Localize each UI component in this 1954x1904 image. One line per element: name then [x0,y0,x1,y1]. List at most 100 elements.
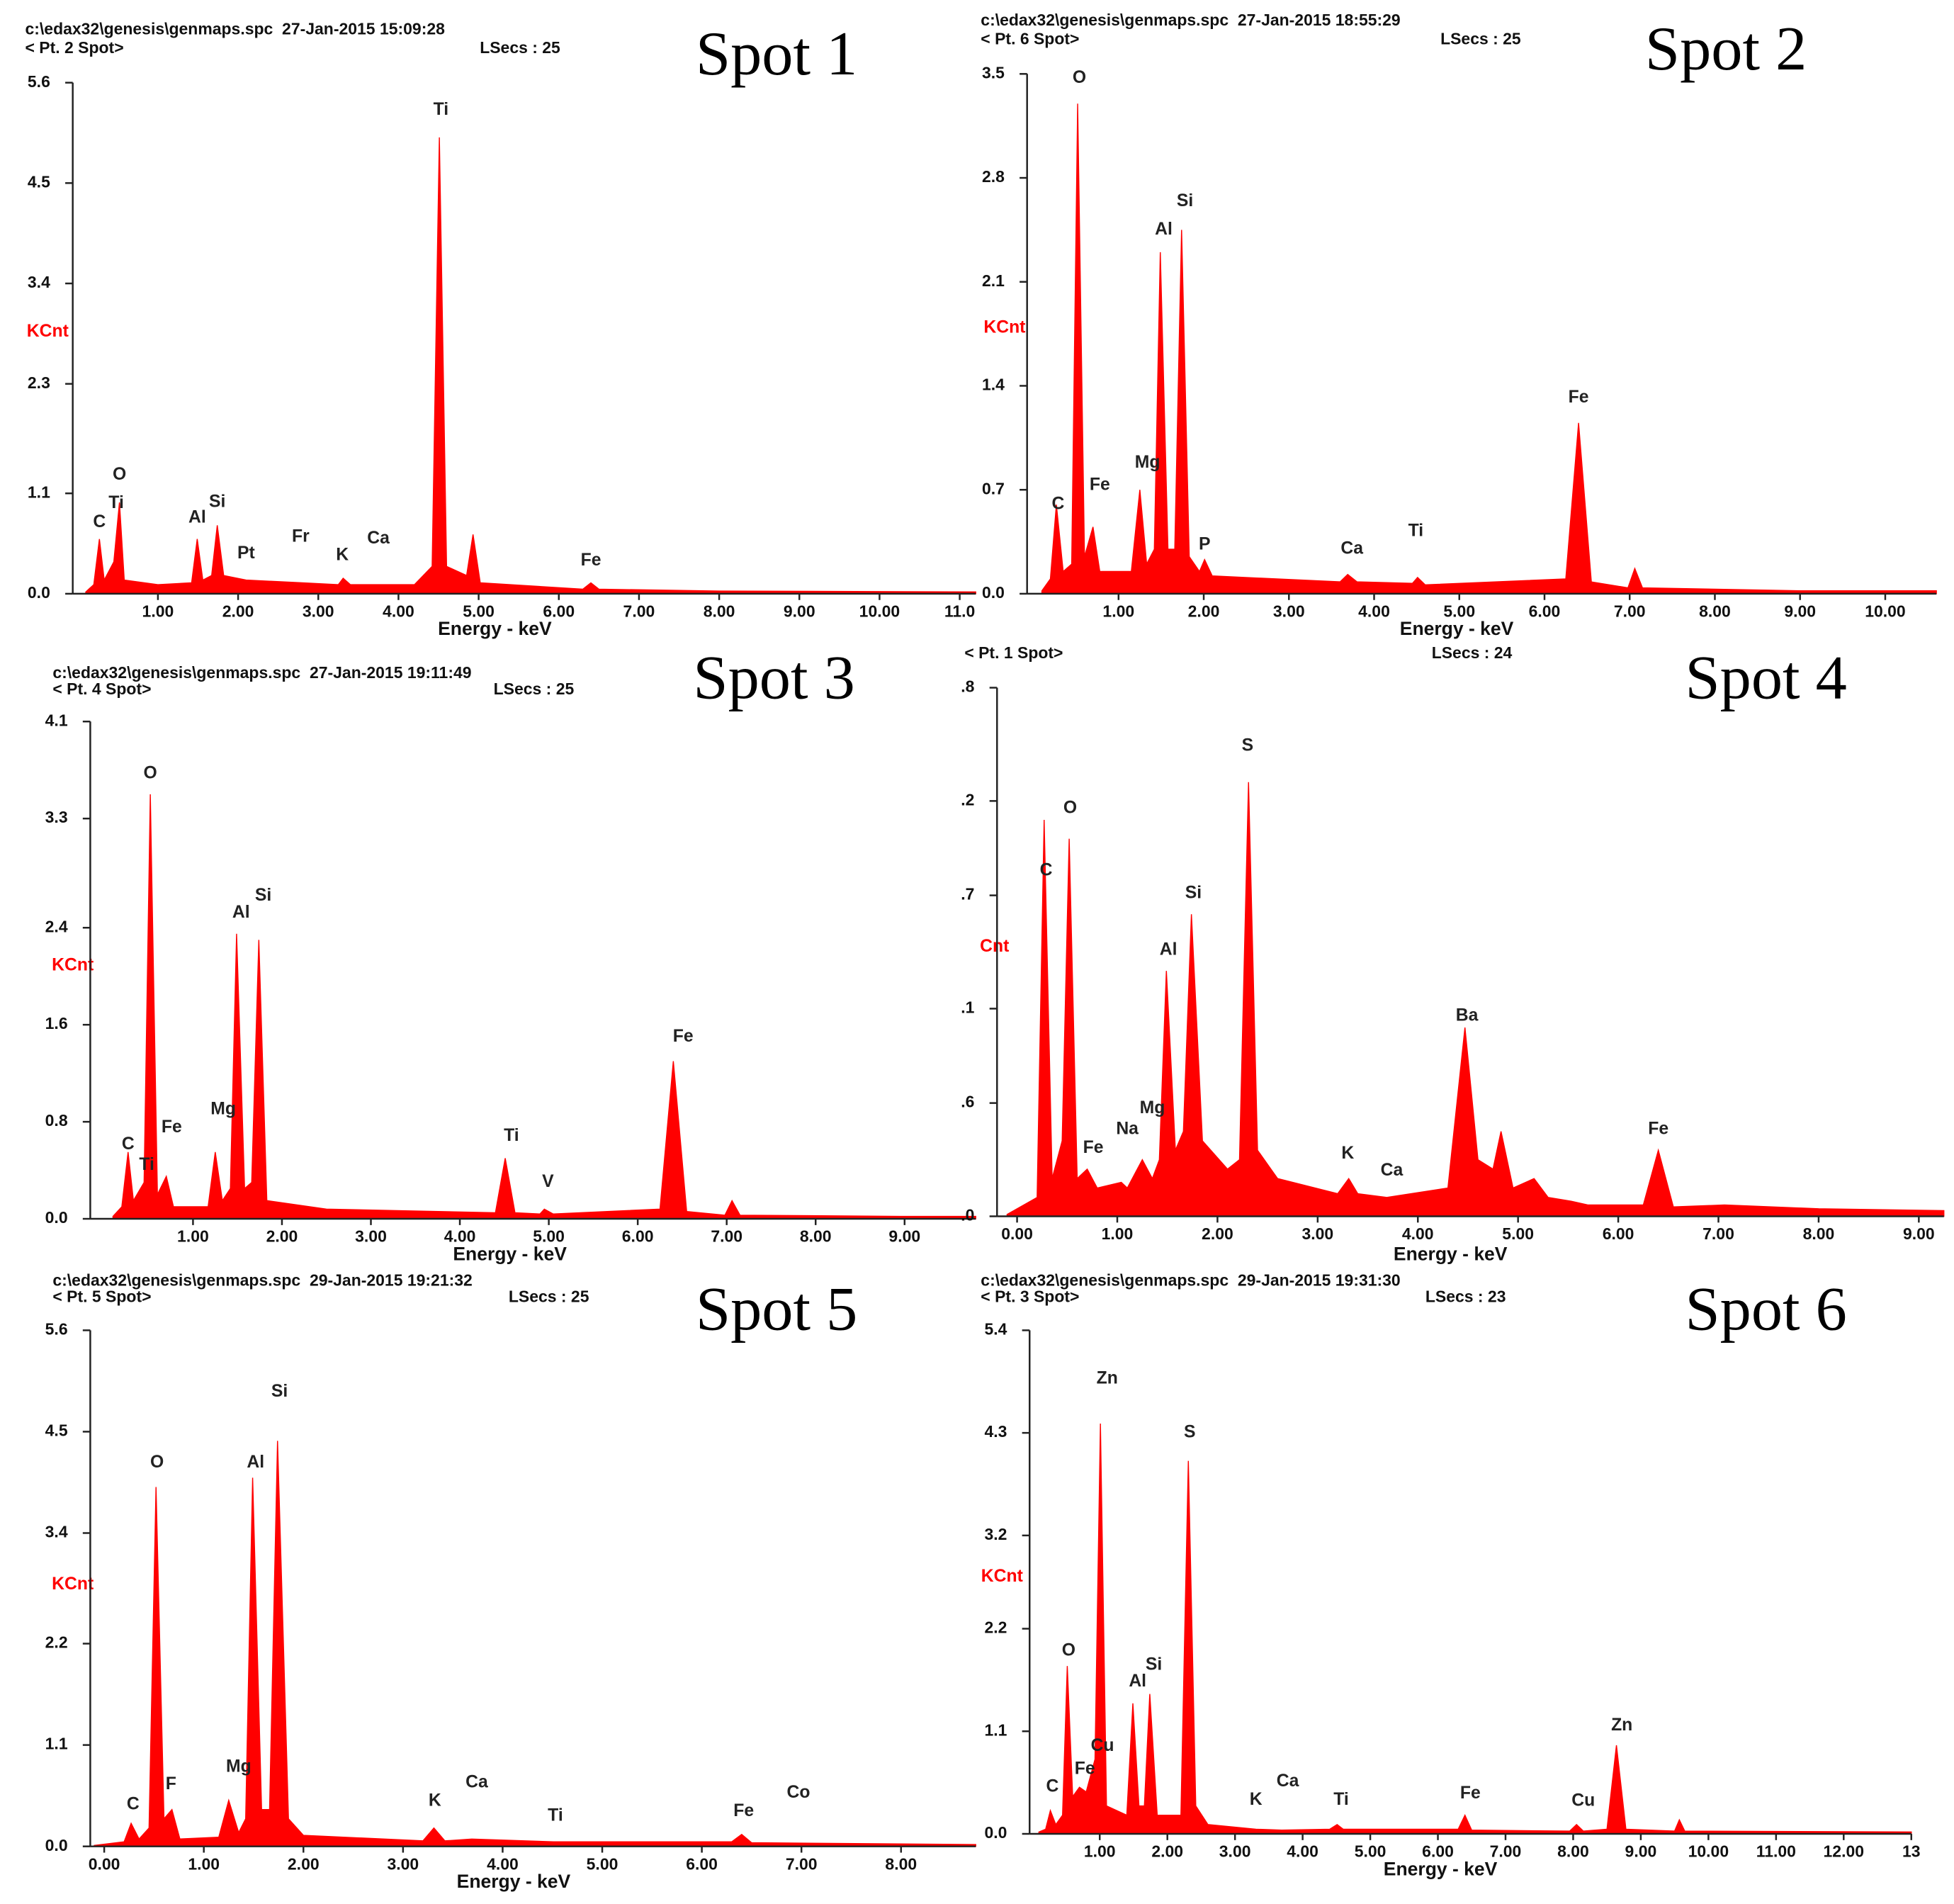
x-tick-label: 3.00 [355,1227,387,1246]
x-tick-label: 9.00 [784,602,815,621]
y-tick-label: 4.1 [45,711,68,729]
peak-label: Al [1129,1672,1146,1691]
x-tick-label: 6.00 [622,1227,654,1246]
peak-label: C [93,512,106,531]
y-tick-label: 0.7 [982,479,1005,497]
peak-label: Fr [292,527,310,546]
x-tick-label: 7.00 [711,1227,742,1246]
peak-label: O [113,465,126,484]
peak-label: K [336,545,349,564]
x-tick-label: 2.00 [266,1227,298,1246]
x-axis-label: Energy - keV [453,1243,567,1264]
peak-label: C [1040,860,1053,879]
x-tick-label: 4.00 [383,602,414,621]
x-axis-label: Energy - keV [438,618,552,639]
peak-label: P [1199,534,1211,553]
peak-label: Al [247,1453,264,1472]
x-tick-label: 8.00 [885,1854,917,1873]
x-tick-label: 7.00 [623,602,655,621]
x-tick-label: 13 [1902,1842,1921,1861]
peak-label: S [1242,736,1254,755]
peak-label: Mg [210,1100,236,1119]
x-tick-label: 9.00 [1625,1842,1657,1861]
y-tick-label: 5.6 [45,1319,68,1338]
chart-title: Spot 1 [696,19,857,89]
x-tick-label: 7.00 [786,1854,818,1873]
y-tick-label: 1.6 [45,1014,68,1032]
x-tick-label: 8.00 [1699,602,1731,621]
lsecs: LSecs : 25 [494,680,575,698]
x-tick-label: 7.00 [1490,1842,1522,1861]
x-tick-label: 9.00 [1784,602,1816,621]
x-tick-label: 5.00 [587,1854,619,1873]
peak-label: Al [232,903,250,922]
spectrum [112,794,976,1219]
x-tick-label: 12.00 [1824,1842,1864,1861]
x-tick-label: 8.00 [1557,1842,1589,1861]
x-tick-label: 1.00 [142,602,174,621]
y-tick-label: .0 [961,1206,974,1224]
x-tick-label: 2.00 [1188,602,1220,621]
x-tick-label: 7.00 [1702,1224,1734,1243]
y-tick-label: 3.4 [45,1523,68,1541]
x-tick-label: 3.00 [1301,1224,1333,1243]
peak-label: C [1051,495,1064,514]
y-tick-label: 2.1 [982,271,1005,290]
y-tick-label: 3.5 [982,63,1005,81]
peak-label: Ti [548,1806,563,1825]
y-tick-label: 1.1 [45,1735,68,1753]
peak-label: C [122,1134,135,1154]
chart-title: Spot 6 [1685,1274,1847,1343]
peak-label: Mg [1140,1098,1165,1117]
y-tick-label: 2.3 [28,373,50,392]
peak-label: V [542,1172,554,1191]
x-tick-label: 6.00 [686,1854,718,1873]
y-tick-label: 0.0 [982,583,1005,602]
file-header: c:\edax32\genesis\genmaps.spc 29-Jan-201… [981,1271,1400,1289]
y-tick-label: .8 [961,677,974,696]
peak-label: Al [188,508,206,527]
x-tick-label: 4.00 [1402,1224,1434,1243]
peak-label: Zn [1097,1368,1118,1387]
x-tick-label: 8.00 [800,1227,832,1246]
x-tick-label: 10.00 [1688,1842,1729,1861]
y-tick-label: .7 [961,885,974,903]
x-tick-label: 4.00 [444,1227,476,1246]
y-tick-label: 2.2 [984,1618,1007,1637]
peak-label: Fe [1648,1119,1668,1138]
peak-label: Ti [434,100,449,119]
peak-label: Ba [1456,1006,1479,1025]
peak-label: Ca [367,529,390,548]
spectrum [1006,782,1945,1217]
peak-label: Fe [1569,388,1589,407]
x-tick-label: 2.00 [222,602,254,621]
spectrum [1041,103,1937,595]
peak-label: Si [1177,191,1193,210]
peak-label: Na [1116,1119,1139,1138]
x-tick-label: 11.0 [944,602,975,621]
point-header: < Pt. 4 Spot> [52,680,151,698]
peak-label: O [1062,1641,1075,1660]
peak-label: O [144,763,157,782]
x-axis-label: Energy - keV [457,1871,571,1892]
x-tick-label: 5.00 [533,1227,565,1246]
peak-label: Ti [1408,521,1424,540]
x-tick-label: 1.00 [188,1854,220,1873]
x-tick-label: 10.00 [1865,602,1905,621]
y-axis-label: KCnt [983,318,1025,337]
y-tick-label: 4.5 [45,1421,68,1440]
peak-label: Co [786,1783,810,1802]
peak-label: Fe [1090,475,1110,494]
x-tick-label: 6.00 [1603,1224,1634,1243]
spectrum [1038,1423,1912,1835]
peak-label: F [166,1774,176,1793]
lsecs: LSecs : 24 [1432,643,1513,662]
x-tick-label: 5.00 [1355,1842,1387,1861]
peak-label: Zn [1611,1716,1632,1735]
peak-label: Fe [733,1801,754,1820]
spectrum [85,137,976,595]
x-tick-label: 6.00 [1529,602,1561,621]
y-tick-label: 5.4 [984,1319,1007,1338]
x-tick-label: 1.00 [177,1227,209,1246]
